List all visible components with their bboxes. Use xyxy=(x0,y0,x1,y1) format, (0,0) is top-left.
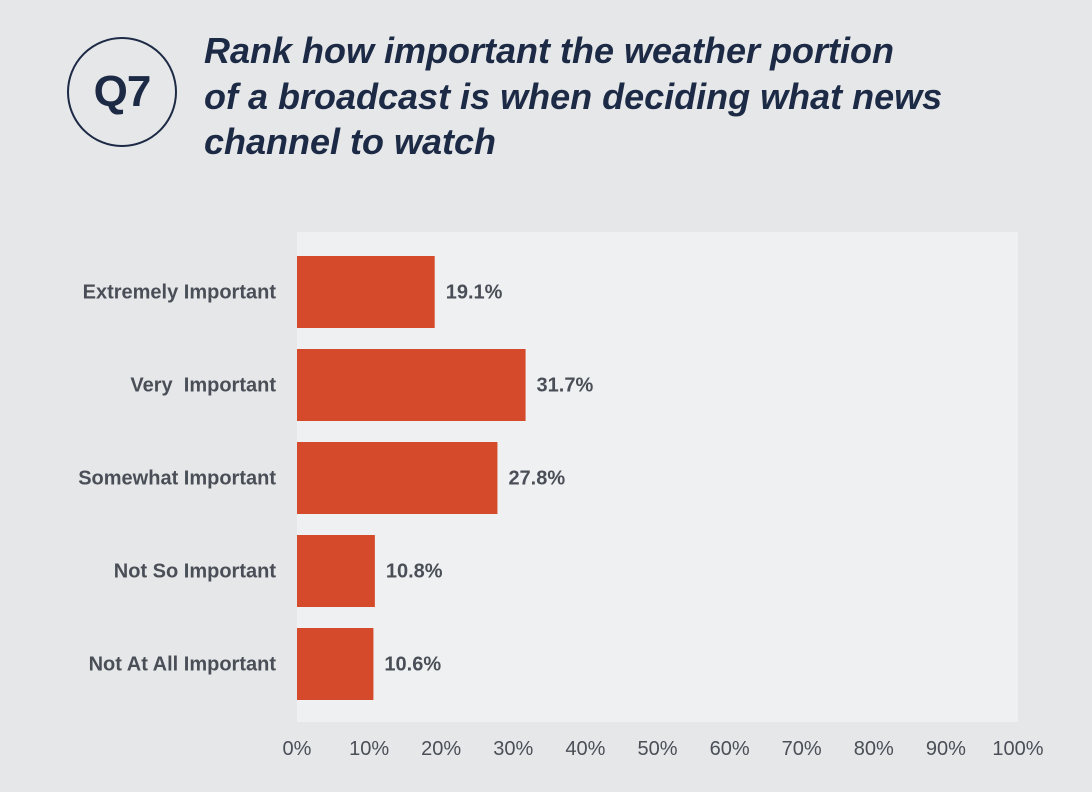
x-tick-label: 30% xyxy=(493,738,533,760)
value-label: 27.8% xyxy=(508,467,565,489)
x-tick-label: 50% xyxy=(637,738,677,760)
x-tick-label: 40% xyxy=(565,738,605,760)
bar xyxy=(297,442,498,514)
x-axis-ticks: 0% 10% 20% 30% 40% 50% 60% 70% 80% 90% 100% xyxy=(283,738,1044,760)
category-label: Extremely Important xyxy=(83,281,277,303)
category-label: Very Important xyxy=(130,374,276,396)
value-label: 31.7% xyxy=(537,374,594,396)
x-tick-label: 80% xyxy=(854,738,894,760)
bar xyxy=(297,628,374,700)
category-label: Somewhat Important xyxy=(78,467,276,489)
value-label: 10.8% xyxy=(386,560,443,582)
question-line-1: Rank how important the weather portion xyxy=(204,30,895,71)
x-tick-label: 100% xyxy=(992,738,1043,760)
question-line-3: channel to watch xyxy=(204,121,497,162)
question-title: Rank how important the weather portion o… xyxy=(204,28,1004,165)
question-number-badge: Q7 xyxy=(67,37,177,147)
category-label: Not At All Important xyxy=(89,653,277,675)
question-number: Q7 xyxy=(93,67,152,116)
bar xyxy=(297,256,435,328)
bar xyxy=(297,535,375,607)
x-tick-label: 10% xyxy=(349,738,389,760)
question-line-2: of a broadcast is when deciding what new… xyxy=(204,75,943,117)
bars-layer: Extremely Important 19.1% Very Important 31… xyxy=(78,256,593,700)
x-tick-label: 20% xyxy=(421,738,461,760)
x-tick-label: 60% xyxy=(710,738,750,760)
value-label: 19.1% xyxy=(446,281,503,303)
bar xyxy=(297,349,526,421)
category-label: Not So Important xyxy=(114,560,277,582)
x-tick-label: 70% xyxy=(782,738,822,760)
x-tick-label: 0% xyxy=(283,738,312,760)
value-label: 10.6% xyxy=(384,653,441,675)
x-tick-label: 90% xyxy=(926,738,966,760)
